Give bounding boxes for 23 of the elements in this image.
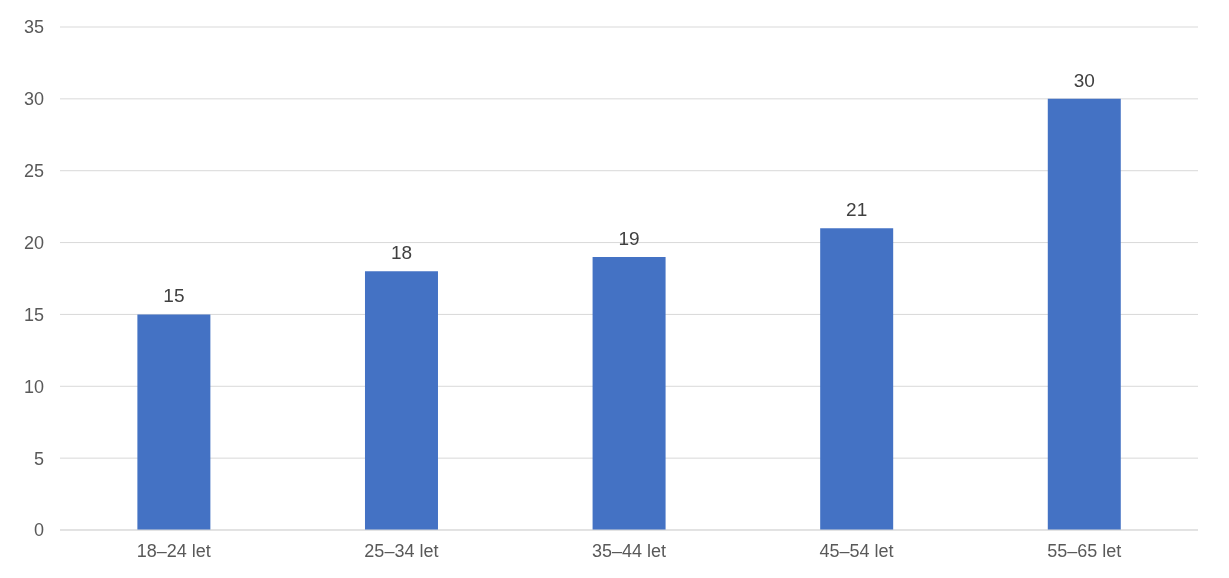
x-tick-label: 35–44 let [591, 540, 667, 561]
y-tick-label: 15 [23, 304, 44, 325]
bar [1047, 98, 1121, 530]
bar [364, 271, 438, 530]
x-tick-label: 18–24 let [136, 540, 211, 561]
y-tick-label: 10 [23, 376, 44, 397]
y-tick-label: 5 [33, 448, 44, 469]
y-tick-label: 0 [33, 520, 44, 541]
data-label: 30 [1073, 69, 1095, 91]
y-tick-label: 20 [23, 232, 44, 253]
y-tick-label: 25 [23, 161, 44, 182]
y-tick-label: 30 [23, 89, 44, 110]
data-label: 18 [390, 242, 413, 264]
bar [820, 228, 894, 530]
bar [137, 314, 211, 530]
x-tick-label: 55–65 let [1047, 540, 1122, 561]
x-tick-label: 25–34 let [364, 540, 439, 561]
x-tick-label: 45–54 let [819, 540, 894, 561]
data-label: 21 [846, 199, 868, 221]
data-label: 19 [618, 227, 640, 249]
data-label: 15 [163, 285, 185, 307]
y-tick-label: 35 [23, 17, 44, 38]
bar [592, 256, 666, 530]
